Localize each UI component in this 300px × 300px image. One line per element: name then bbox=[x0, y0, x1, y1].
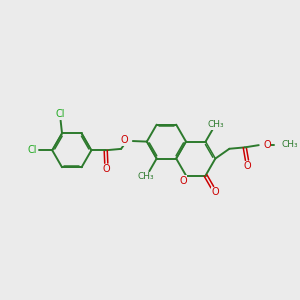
Text: Cl: Cl bbox=[56, 109, 65, 119]
Text: O: O bbox=[179, 176, 187, 186]
Text: O: O bbox=[120, 136, 128, 146]
Text: O: O bbox=[243, 161, 251, 171]
Text: Cl: Cl bbox=[27, 145, 37, 155]
Text: O: O bbox=[263, 140, 271, 150]
Text: O: O bbox=[103, 164, 110, 174]
Text: CH₃: CH₃ bbox=[207, 120, 224, 129]
Text: O: O bbox=[212, 188, 219, 197]
Text: CH₃: CH₃ bbox=[138, 172, 154, 181]
Text: CH₃: CH₃ bbox=[281, 140, 298, 149]
